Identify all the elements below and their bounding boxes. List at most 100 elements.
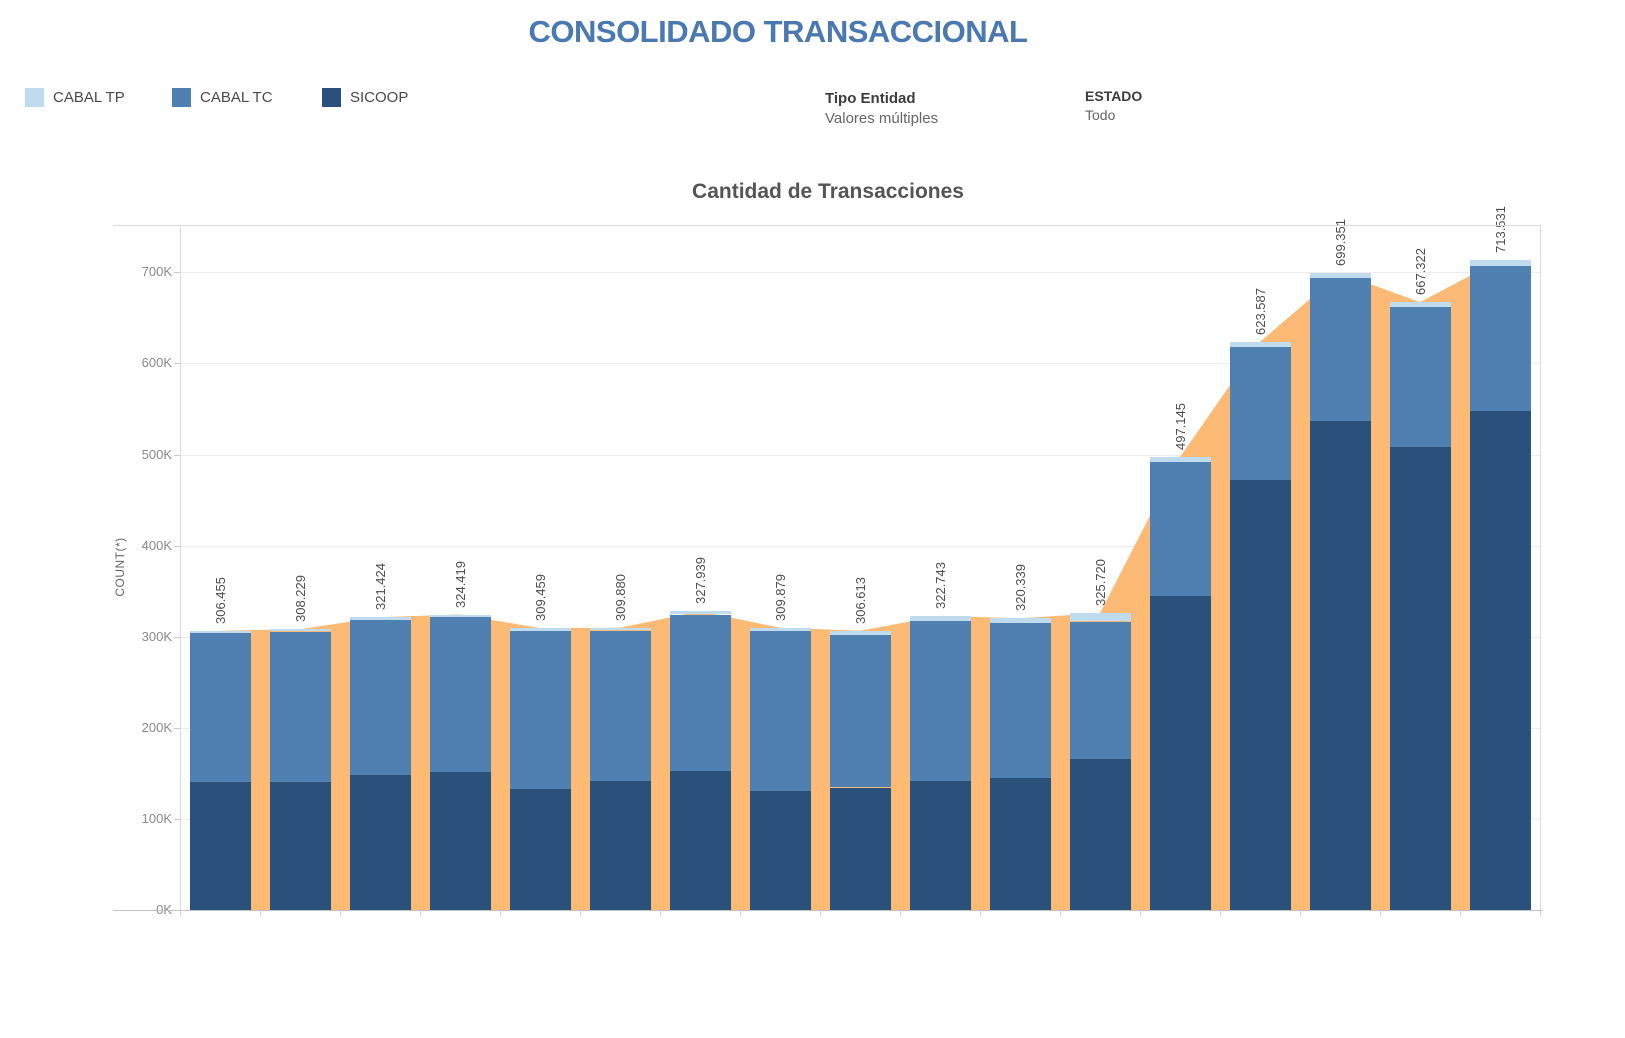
- bar-segment-cabal-tp[interactable]: [349, 617, 411, 620]
- bar-segment-sicoop[interactable]: [269, 781, 331, 910]
- bar-total-label: 667.322: [1412, 248, 1428, 296]
- filter-tipo-entidad[interactable]: Tipo Entidad Valores múltiples: [825, 90, 938, 127]
- bar-total-label: 309.879: [772, 573, 788, 621]
- bar-segment-cabal-tc[interactable]: [1069, 621, 1131, 759]
- bar-segment-cabal-tc[interactable]: [749, 630, 811, 791]
- bar-total-label: 320.339: [1012, 564, 1028, 612]
- legend-item-cabal-tp[interactable]: CABAL TP: [25, 88, 125, 107]
- x-tick-mark: [580, 910, 581, 915]
- bar-segment-sicoop[interactable]: [749, 790, 811, 910]
- bar-segment-sicoop[interactable]: [1149, 595, 1211, 910]
- bar-segment-cabal-tc[interactable]: [1149, 462, 1211, 596]
- bar-segment-sicoop[interactable]: [589, 781, 651, 910]
- y-tick-mark: [174, 819, 180, 820]
- bar-segment-cabal-tc[interactable]: [989, 622, 1051, 778]
- bar-segment-sicoop[interactable]: [1469, 410, 1531, 910]
- y-tick-label-100K: 100K: [141, 811, 172, 826]
- filter-estado[interactable]: ESTADO Todo: [1085, 88, 1142, 123]
- bar-segment-cabal-tc[interactable]: [829, 634, 891, 788]
- x-tick-mark: [340, 910, 341, 915]
- bar-segment-cabal-tp[interactable]: [1229, 342, 1291, 347]
- x-tick-mark: [420, 910, 421, 915]
- bar-segment-cabal-tp[interactable]: [1469, 260, 1531, 266]
- legend-swatch-cabal-tc: [172, 88, 191, 107]
- x-axis-labels: enero de 2024febrero de 2024marzo de 202…: [0, 918, 1625, 1038]
- y-tick-mark: [174, 455, 180, 456]
- bar-total-label: 306.455: [212, 576, 228, 624]
- bar-segment-sicoop[interactable]: [349, 775, 411, 910]
- bar-segment-cabal-tp[interactable]: [269, 629, 331, 632]
- bar-total-label: 699.351: [1332, 219, 1348, 266]
- y-tick-label-400K: 400K: [141, 538, 172, 553]
- bar-segment-cabal-tp[interactable]: [1389, 302, 1451, 307]
- bar-segment-cabal-tc[interactable]: [589, 630, 651, 782]
- filter-estado-value[interactable]: Todo: [1085, 107, 1116, 123]
- bar-segment-cabal-tc[interactable]: [429, 617, 491, 772]
- bar-segment-cabal-tc[interactable]: [189, 633, 251, 782]
- legend-swatch-sicoop: [322, 88, 341, 107]
- legend-swatch-cabal-tp: [25, 88, 44, 107]
- bar-segment-sicoop[interactable]: [1309, 420, 1371, 910]
- chart-title: Cantidad de Transacciones: [692, 180, 964, 203]
- bar-segment-sicoop[interactable]: [1069, 758, 1131, 910]
- bar-segment-sicoop[interactable]: [189, 782, 251, 910]
- x-axis-line: [113, 910, 1543, 911]
- bar-segment-cabal-tc[interactable]: [509, 630, 571, 789]
- x-tick-mark: [900, 910, 901, 915]
- y-tick-mark: [174, 728, 180, 729]
- bar-total-label: 325.720: [1092, 559, 1108, 607]
- filter-tipo-entidad-value[interactable]: Valores múltiples: [825, 110, 939, 127]
- bar-segment-sicoop[interactable]: [669, 770, 731, 910]
- dashboard-title: CONSOLIDADO TRANSACCIONAL: [528, 14, 1029, 49]
- bar-segment-cabal-tp[interactable]: [589, 627, 651, 631]
- bar-segment-sicoop[interactable]: [829, 787, 891, 910]
- legend-label-sicoop: SICOOP: [350, 89, 409, 106]
- bar-total-label: 327.939: [692, 557, 708, 605]
- bar-segment-cabal-tp[interactable]: [1069, 613, 1131, 622]
- plot-border-top: [113, 225, 1540, 226]
- bar-segment-cabal-tc[interactable]: [1309, 277, 1371, 421]
- y-tick-label-700K: 700K: [141, 264, 172, 279]
- bar-total-label: 309.880: [612, 573, 628, 621]
- bar-segment-cabal-tc[interactable]: [1469, 266, 1531, 411]
- bar-segment-cabal-tc[interactable]: [1389, 306, 1451, 448]
- x-tick-mark: [260, 910, 261, 915]
- filter-tipo-entidad-title: Tipo Entidad: [825, 90, 916, 107]
- bar-segment-cabal-tp[interactable]: [509, 628, 571, 631]
- bar-segment-cabal-tp[interactable]: [429, 614, 491, 618]
- bar-segment-cabal-tc[interactable]: [909, 621, 971, 781]
- plot-border-right: [1540, 225, 1541, 910]
- legend-item-sicoop[interactable]: SICOOP: [322, 88, 408, 107]
- bar-segment-cabal-tp[interactable]: [909, 616, 971, 621]
- bar-segment-cabal-tc[interactable]: [269, 631, 331, 782]
- y-tick-mark: [174, 637, 180, 638]
- bar-segment-sicoop[interactable]: [989, 777, 1051, 910]
- bar-segment-cabal-tp[interactable]: [829, 630, 891, 635]
- bar-segment-sicoop[interactable]: [909, 780, 971, 910]
- bar-total-label: 308.229: [292, 575, 308, 623]
- y-tick-label-600K: 600K: [141, 355, 172, 370]
- bar-total-label: 497.145: [1172, 403, 1188, 451]
- bar-segment-sicoop[interactable]: [509, 788, 571, 910]
- x-tick-mark: [980, 910, 981, 915]
- bar-segment-cabal-tp[interactable]: [669, 611, 731, 615]
- y-tick-mark: [174, 363, 180, 364]
- bar-segment-sicoop[interactable]: [1229, 480, 1291, 910]
- x-tick-mark: [1140, 910, 1141, 915]
- legend-label-cabal-tc: CABAL TC: [200, 89, 273, 106]
- bar-segment-cabal-tp[interactable]: [749, 627, 811, 631]
- bar-total-label: 713.531: [1492, 206, 1508, 253]
- bar-segment-cabal-tp[interactable]: [1309, 273, 1371, 278]
- legend-item-cabal-tc[interactable]: CABAL TC: [172, 88, 273, 107]
- y-tick-mark: [174, 272, 180, 273]
- x-tick-mark: [1380, 910, 1381, 915]
- x-tick-mark: [820, 910, 821, 915]
- bar-segment-sicoop[interactable]: [1389, 447, 1451, 910]
- bar-segment-cabal-tp[interactable]: [989, 618, 1051, 623]
- bar-segment-cabal-tc[interactable]: [1229, 347, 1291, 481]
- bar-segment-cabal-tp[interactable]: [189, 630, 251, 634]
- bar-segment-sicoop[interactable]: [429, 772, 491, 910]
- bar-segment-cabal-tc[interactable]: [669, 614, 731, 771]
- bar-segment-cabal-tp[interactable]: [1149, 457, 1211, 463]
- bar-segment-cabal-tc[interactable]: [349, 619, 411, 776]
